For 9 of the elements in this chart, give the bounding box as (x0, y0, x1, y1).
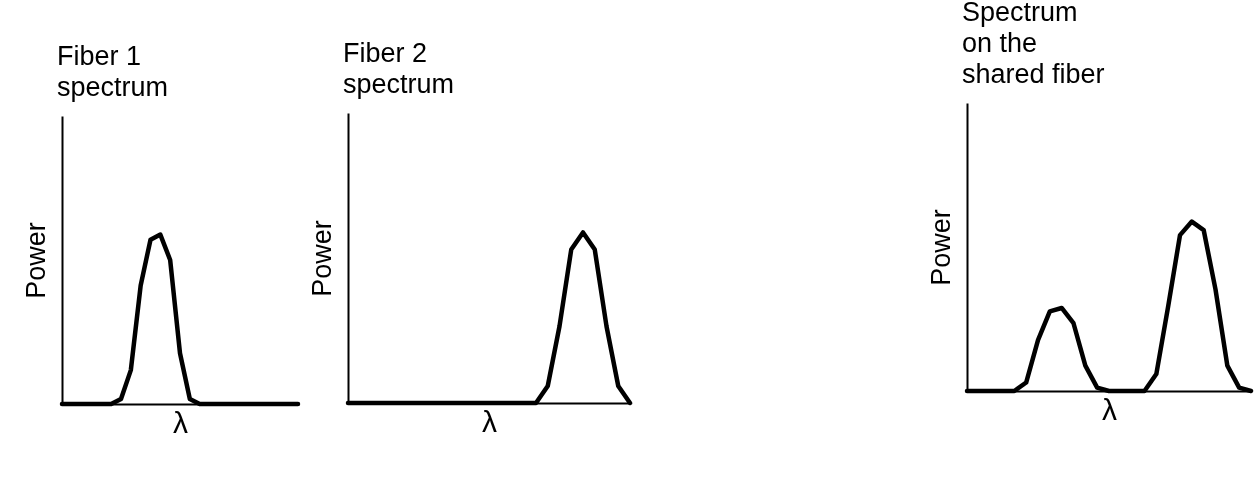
chart-title: Fiber 2 spectrum (343, 38, 455, 99)
x-axis-title: λ (173, 405, 188, 439)
x-axis-title: λ (482, 404, 497, 438)
y-axis-title: Power (925, 209, 956, 286)
chart-title: Fiber 1 spectrum (57, 41, 169, 102)
chart-title: Spectrum on the shared fiber (962, 0, 1105, 89)
x-axis-title: λ (1102, 392, 1117, 426)
y-axis-title: Power (20, 222, 51, 299)
y-axis-title: Power (306, 220, 337, 297)
